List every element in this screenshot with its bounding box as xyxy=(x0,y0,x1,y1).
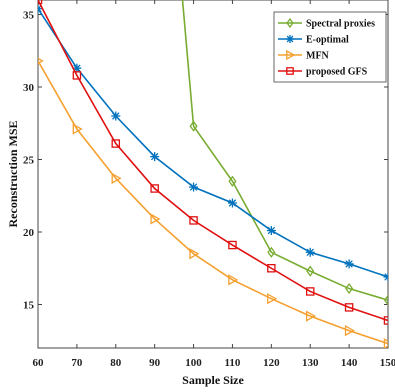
data-point xyxy=(38,57,44,65)
data-point xyxy=(150,152,160,162)
data-point xyxy=(383,294,388,306)
data-point xyxy=(286,17,294,29)
x-tick-label: 100 xyxy=(185,357,202,369)
data-point xyxy=(227,198,237,208)
data-point xyxy=(189,120,198,132)
y-tick-label: 30 xyxy=(23,82,35,94)
data-point xyxy=(305,310,317,322)
data-point xyxy=(344,303,354,312)
series-e-optimal xyxy=(38,4,388,282)
data-point xyxy=(345,282,354,295)
x-tick-label: 130 xyxy=(302,357,319,369)
data-point xyxy=(189,216,198,225)
data-point xyxy=(189,248,200,260)
y-axis-label: Reconstruction MSE xyxy=(6,121,20,228)
data-point xyxy=(150,213,161,225)
data-point xyxy=(383,338,388,348)
data-point xyxy=(111,111,121,121)
data-point xyxy=(267,293,278,305)
legend-label: MFN xyxy=(306,51,330,62)
data-point xyxy=(383,272,388,282)
data-point xyxy=(38,4,43,14)
x-tick-label: 110 xyxy=(224,357,240,369)
data-point xyxy=(72,71,82,80)
data-point xyxy=(286,49,296,61)
data-point xyxy=(344,259,354,269)
legend-label: Spectral proxies xyxy=(306,19,375,30)
y-tick-label: 25 xyxy=(23,155,35,167)
legend-item: Spectral proxies xyxy=(278,17,375,30)
x-tick-label: 60 xyxy=(33,357,45,369)
x-tick-label: 90 xyxy=(149,357,161,369)
data-point xyxy=(305,247,315,257)
series-line xyxy=(38,0,388,322)
y-tick-label: 35 xyxy=(23,10,35,22)
data-point xyxy=(111,139,121,148)
data-point xyxy=(286,67,294,75)
series-spectral-proxies xyxy=(181,0,388,306)
series-layer xyxy=(38,0,388,348)
data-point xyxy=(305,287,315,296)
data-point xyxy=(38,0,43,5)
legend-label: proposed GFS xyxy=(306,67,368,78)
legend-item: proposed GFS xyxy=(278,67,368,78)
data-point xyxy=(189,182,199,192)
data-point xyxy=(344,324,355,337)
x-axis-label: Sample Size xyxy=(182,373,244,387)
y-tick-label: 20 xyxy=(23,227,35,239)
x-tick-label: 120 xyxy=(263,357,280,369)
x-tick-label: 140 xyxy=(341,357,358,369)
series-line xyxy=(181,0,388,301)
legend-item: E-optimal xyxy=(278,35,349,46)
x-tick-label: 150 xyxy=(380,357,395,369)
legend: Spectral proxies E-optimal MFN proposed GFS xyxy=(273,11,387,83)
data-point xyxy=(383,316,388,325)
tick-labels: 60 70 80 90 100 110 120 130 140 150 15 20 25 30 35 xyxy=(23,10,395,370)
x-tick-label: 80 xyxy=(110,357,122,369)
series-mfn xyxy=(38,57,388,348)
series-line xyxy=(38,8,388,278)
data-point xyxy=(228,240,237,250)
data-point xyxy=(150,184,159,193)
data-point xyxy=(286,35,294,43)
data-point xyxy=(267,263,276,273)
series-line xyxy=(38,60,388,345)
data-point xyxy=(228,274,239,286)
data-point xyxy=(267,246,276,258)
x-tick-label: 70 xyxy=(71,357,83,369)
data-point xyxy=(306,265,315,277)
y-tick-label: 15 xyxy=(23,300,35,312)
data-point xyxy=(111,172,122,184)
legend-label: E-optimal xyxy=(306,35,349,46)
data-point xyxy=(228,175,237,187)
data-point xyxy=(72,123,83,135)
data-point xyxy=(266,226,276,236)
legend-item: MFN xyxy=(278,49,330,62)
series-proposed-gfs xyxy=(38,0,388,325)
